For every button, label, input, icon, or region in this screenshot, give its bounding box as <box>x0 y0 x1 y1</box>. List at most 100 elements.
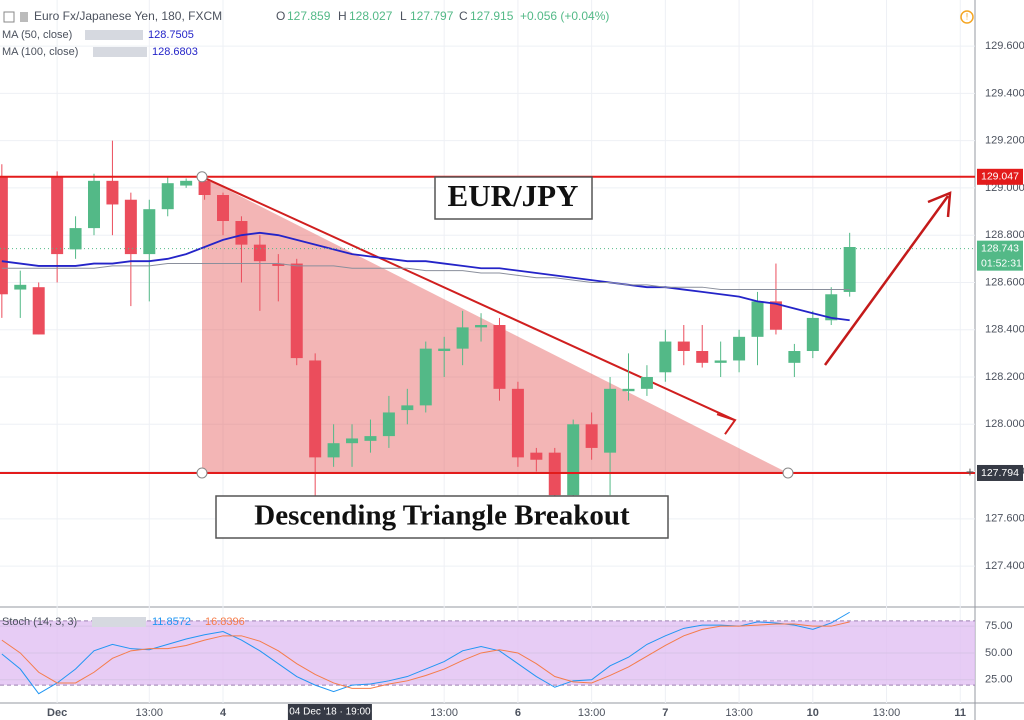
x-tick-label: 13:00 <box>873 707 901 719</box>
candle-body <box>677 341 690 352</box>
y-tick-label: 129.600 <box>985 40 1024 52</box>
ma-value: 128.7505 <box>148 29 194 41</box>
candle-body <box>382 412 395 437</box>
triangle-pattern <box>202 176 788 473</box>
y-tick-label: 128.200 <box>985 371 1024 383</box>
drawing-handle[interactable] <box>196 171 208 183</box>
annotation-box <box>434 176 593 220</box>
candle-body <box>419 348 432 406</box>
candle-body <box>714 360 727 363</box>
price-label: 129.047 <box>981 171 1019 183</box>
ohlc-letter: O <box>276 9 285 23</box>
y-tick-label: 129.400 <box>985 87 1024 99</box>
candle-body <box>309 360 322 458</box>
candle-body <box>733 336 746 361</box>
candle-body <box>346 438 359 444</box>
ohlc-value: 127.859 <box>287 9 331 23</box>
price-label-box <box>977 168 1023 185</box>
candle-body <box>825 294 838 321</box>
x-tick-label: 10 <box>807 707 819 719</box>
annotation: EUR/JPY <box>448 178 579 213</box>
y-tick-label: 129.200 <box>985 135 1024 147</box>
legend-buttons[interactable] <box>93 47 147 57</box>
x-tick-label: 11 <box>954 707 966 719</box>
legend-buttons[interactable] <box>92 617 146 627</box>
x-tick-label: Dec <box>47 707 67 719</box>
candle-body <box>438 348 451 352</box>
ohlc-letter: H <box>338 9 347 23</box>
x-tick-label: 7 <box>662 707 668 719</box>
drawing-handle[interactable] <box>196 467 208 479</box>
alert-icon[interactable] <box>960 10 974 24</box>
alert-icon[interactable]: ! <box>966 11 969 21</box>
candle-body <box>87 180 100 229</box>
breakout-arrow <box>823 195 950 366</box>
candle-body <box>180 180 193 186</box>
y2-tick-label: 75.00 <box>985 620 1013 632</box>
price-label-box <box>977 240 1023 271</box>
x-tick-label: 13:00 <box>430 707 458 719</box>
candle-body <box>106 180 119 205</box>
candle-body <box>364 436 377 441</box>
y-tick-label: 128.000 <box>985 418 1024 430</box>
ma-value: 128.6803 <box>152 46 198 58</box>
stoch-line <box>1 621 850 689</box>
symbol-icon <box>20 12 28 22</box>
change: +0.056 (+0.04%) <box>520 9 609 23</box>
candle-body <box>806 317 819 352</box>
x-tick-label: 13:00 <box>578 707 606 719</box>
y-tick-label: 127.600 <box>985 513 1024 525</box>
candle-body <box>769 301 782 330</box>
y2-tick-label: 25.00 <box>985 674 1013 686</box>
candle-body <box>493 325 506 389</box>
candle-body <box>32 287 45 335</box>
candle-body <box>567 424 580 496</box>
price-label-box <box>977 464 1023 481</box>
crosshair-time-box <box>287 704 372 720</box>
stoch-legend: Stoch (14, 3, 3) <box>2 616 77 628</box>
candle-body <box>198 180 211 196</box>
candle-body <box>456 327 469 349</box>
ohlc-letter: L <box>400 9 407 23</box>
symbol-title[interactable]: Euro Fx/Japanese Yen, 180, FXCM <box>34 9 222 23</box>
ohlc-value: 128.027 <box>349 9 393 23</box>
candle-body <box>475 325 488 328</box>
candle-body <box>272 263 285 266</box>
candle-body <box>51 176 64 255</box>
ma-legend: MA (100, close) <box>2 46 78 58</box>
candle-body <box>622 388 635 392</box>
y-tick-label: 128.400 <box>985 324 1024 336</box>
candle-body <box>788 351 801 363</box>
crosshair-cursor: + <box>966 464 974 480</box>
price-label: 127.794 <box>981 467 1019 479</box>
price-label: 128.743 <box>981 242 1019 254</box>
y-tick-label: 129.000 <box>985 182 1024 194</box>
ohlc-value: 127.915 <box>470 9 514 23</box>
crosshair-time: 04 Dec '18 · 19:00 <box>289 707 371 718</box>
candle-body <box>14 284 27 290</box>
collapse-icon[interactable] <box>3 11 15 23</box>
legend-buttons[interactable] <box>85 30 143 40</box>
candle-body <box>217 195 230 222</box>
candle-body <box>530 452 543 460</box>
drawing-handle[interactable] <box>782 467 794 479</box>
stoch-value: 11.8572 <box>152 616 191 628</box>
moving-average <box>1 263 850 291</box>
candle-body <box>659 341 672 373</box>
moving-average <box>1 231 850 322</box>
candle-body <box>327 443 340 458</box>
candle-body <box>0 176 8 295</box>
y-tick-label: 128.600 <box>985 276 1024 288</box>
candle-body <box>751 301 764 337</box>
candle-body <box>640 377 653 389</box>
y-tick-label: 128.800 <box>985 229 1024 241</box>
candle-body <box>290 263 303 359</box>
candle-body <box>401 405 414 411</box>
x-tick-label: 6 <box>515 707 521 719</box>
candle-body <box>235 221 248 245</box>
candle-body <box>69 228 82 250</box>
ohlc-value: 127.797 <box>410 9 454 23</box>
candle-body <box>696 351 709 363</box>
